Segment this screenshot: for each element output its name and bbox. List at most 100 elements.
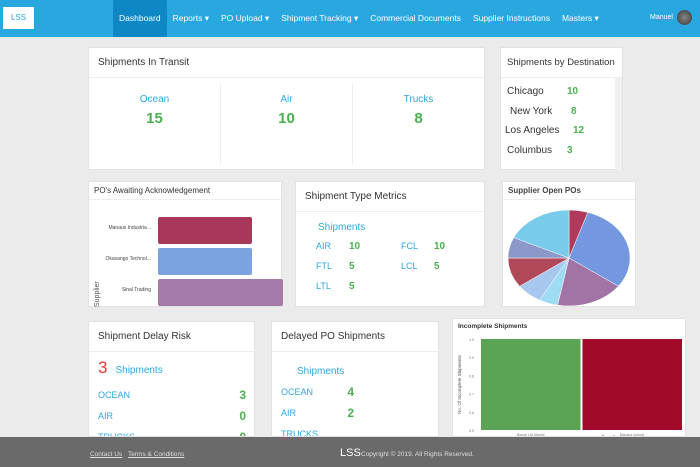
list-item[interactable]: OCEAN 3 — [89, 384, 246, 405]
metric-value: 10 — [349, 241, 361, 252]
destination-count: 12 — [573, 125, 585, 137]
shipments-in-transit-card: Shipments In Transit Ocean 15 Air 10 Truck… — [88, 47, 485, 170]
copyright: Copyright © 2019. All Rights Reserved. — [361, 451, 474, 458]
destination-count: 8 — [571, 105, 577, 117]
list-item[interactable]: OCEAN 4 — [272, 381, 354, 402]
destination-row[interactable]: New York 8 — [505, 102, 622, 122]
y-tick-label: 1.0 — [469, 338, 474, 342]
destination-row[interactable]: Los Angeles 12 — [505, 121, 622, 141]
metric-ftl[interactable]: FTL 5 — [316, 261, 376, 272]
transit-ocean[interactable]: Ocean 15 — [89, 84, 221, 164]
item-label: OCEAN — [98, 389, 131, 400]
nav-shipment-tracking[interactable]: Shipment Tracking ▾ — [281, 13, 359, 23]
destination-city: Columbus — [507, 144, 553, 156]
value: 10 — [278, 110, 295, 127]
user-menu[interactable]: Manuel — [650, 10, 692, 25]
pie-slice[interactable] — [557, 257, 619, 307]
destination-city: New York — [510, 105, 553, 117]
nav-po-upload[interactable]: PO Upload ▾ — [220, 13, 270, 23]
label: Air — [280, 94, 293, 105]
card-title: Incomplete Shipments — [458, 323, 528, 330]
label: Trucks — [403, 94, 434, 105]
item-value: 0 — [239, 408, 246, 423]
item-value: 3 — [239, 387, 246, 402]
footer: Contact Us Terms & Conditions LSS Copyri… — [0, 437, 700, 467]
transit-air[interactable]: Air 10 — [221, 84, 353, 164]
shipment-type-metrics-card: Shipment Type Metrics Shipments AIR 10 FCL… — [295, 181, 485, 307]
x-axis-label: Suppliers — [601, 435, 622, 437]
delay-count: 3 — [98, 358, 108, 377]
destination-city: Chicago — [507, 86, 544, 98]
pie-chart — [507, 209, 631, 307]
list-item[interactable]: AIR 2 — [272, 402, 354, 423]
y-axis-label: Supplier — [94, 281, 101, 307]
footer-logo: LSS — [340, 447, 361, 459]
scrollbar[interactable] — [615, 78, 622, 170]
destination-row[interactable]: Columbus 3 — [505, 141, 622, 161]
label: Ocean — [139, 94, 170, 105]
value: 8 — [414, 110, 423, 127]
nav-masters[interactable]: Masters ▾ — [561, 13, 599, 23]
item-value: 2 — [347, 405, 354, 420]
card-title: Shipments by Destination — [501, 48, 622, 78]
delay-subtitle: Shipments — [115, 365, 163, 376]
metric-label: AIR — [316, 241, 332, 251]
bar[interactable] — [481, 339, 581, 430]
supplier-open-pos-card: Supplier Open POs — [502, 181, 636, 307]
card-title: Delayed PO Shipments — [272, 322, 438, 352]
item-label: TRUCKS — [281, 428, 319, 437]
metric-ltl[interactable]: LTL 5 — [316, 281, 376, 292]
nav-reports[interactable]: Reports ▾ — [172, 13, 209, 23]
incomplete-shipments-card: Incomplete Shipments 1.0 0.9 0.8 0.7 0.6 0.5 N… — [452, 318, 686, 437]
card-title: Shipment Type Metrics — [296, 182, 484, 212]
x-tick-label: Bonde Ltd Marvel — [517, 433, 545, 437]
metric-value: 5 — [349, 281, 355, 292]
contact-us-link[interactable]: Contact Us — [90, 451, 123, 458]
avatar — [677, 10, 692, 25]
bar[interactable] — [158, 248, 252, 275]
item-value: 4 — [347, 384, 354, 399]
list-item[interactable]: TRUCKS — [272, 423, 354, 437]
pie-slice[interactable] — [513, 209, 570, 259]
metric-label: FCL — [401, 241, 419, 251]
bar[interactable] — [158, 217, 252, 244]
metric-fcl[interactable]: FCL 10 — [401, 241, 461, 252]
nav-commercial-documents[interactable]: Commercial Documents — [370, 13, 461, 23]
list-item[interactable]: AIR 0 — [89, 405, 246, 426]
metric-value: 5 — [349, 261, 355, 272]
card-title: PO's Awaiting Acknowledgement — [89, 182, 281, 200]
user-name: Manuel — [650, 14, 673, 21]
metric-value: 10 — [434, 241, 446, 252]
delayed-subtitle: Shipments — [297, 366, 345, 377]
metric-air[interactable]: AIR 10 — [316, 241, 376, 252]
transit-trucks[interactable]: Trucks 8 — [353, 84, 484, 164]
bar[interactable] — [582, 339, 683, 430]
x-tick-label: Manaus Industr. — [620, 433, 645, 437]
destination-row[interactable]: Chicago 10 — [505, 82, 622, 102]
delayed-po-shipments-card: Delayed PO Shipments Shipments OCEAN 4 AIR… — [271, 321, 439, 437]
logo[interactable]: LSS — [3, 7, 34, 29]
metric-lcl[interactable]: LCL 5 — [401, 261, 461, 272]
destination-count: 10 — [567, 86, 579, 98]
card-title: Shipment Delay Risk — [89, 322, 254, 352]
card-title: Supplier Open POs — [503, 182, 635, 200]
bar[interactable] — [158, 279, 283, 306]
incomplete-shipments-chart: 1.0 0.9 0.8 0.7 0.6 0.5 No. Of Incomplete Ship… — [457, 338, 683, 437]
item-value: 0 — [239, 429, 246, 437]
y-tick-label: 0.9 — [469, 356, 474, 360]
top-nav: LSS Dashboard Reports ▾ PO Upload ▾ Ship… — [0, 0, 700, 37]
item-label: OCEAN — [281, 386, 314, 397]
terms-link[interactable]: Terms & Conditions — [128, 451, 185, 458]
y-tick-label: 0.5 — [469, 429, 474, 433]
list-item[interactable]: TRUCKS 0 — [89, 426, 246, 437]
value: 15 — [146, 110, 163, 127]
pie-slice[interactable] — [568, 212, 631, 287]
nav-supplier-instructions[interactable]: Supplier Instructions — [472, 13, 550, 23]
y-tick-label: 0.6 — [469, 411, 474, 415]
nav-dashboard[interactable]: Dashboard — [113, 0, 167, 37]
item-label: AIR — [98, 410, 114, 421]
item-label: TRUCKS — [98, 431, 136, 437]
destination-city: Los Angeles — [505, 125, 560, 137]
shipment-delay-risk-card: Shipment Delay Risk 3 Shipments OCEAN 3 AIR… — [88, 321, 255, 437]
metric-label: LCL — [401, 261, 418, 271]
